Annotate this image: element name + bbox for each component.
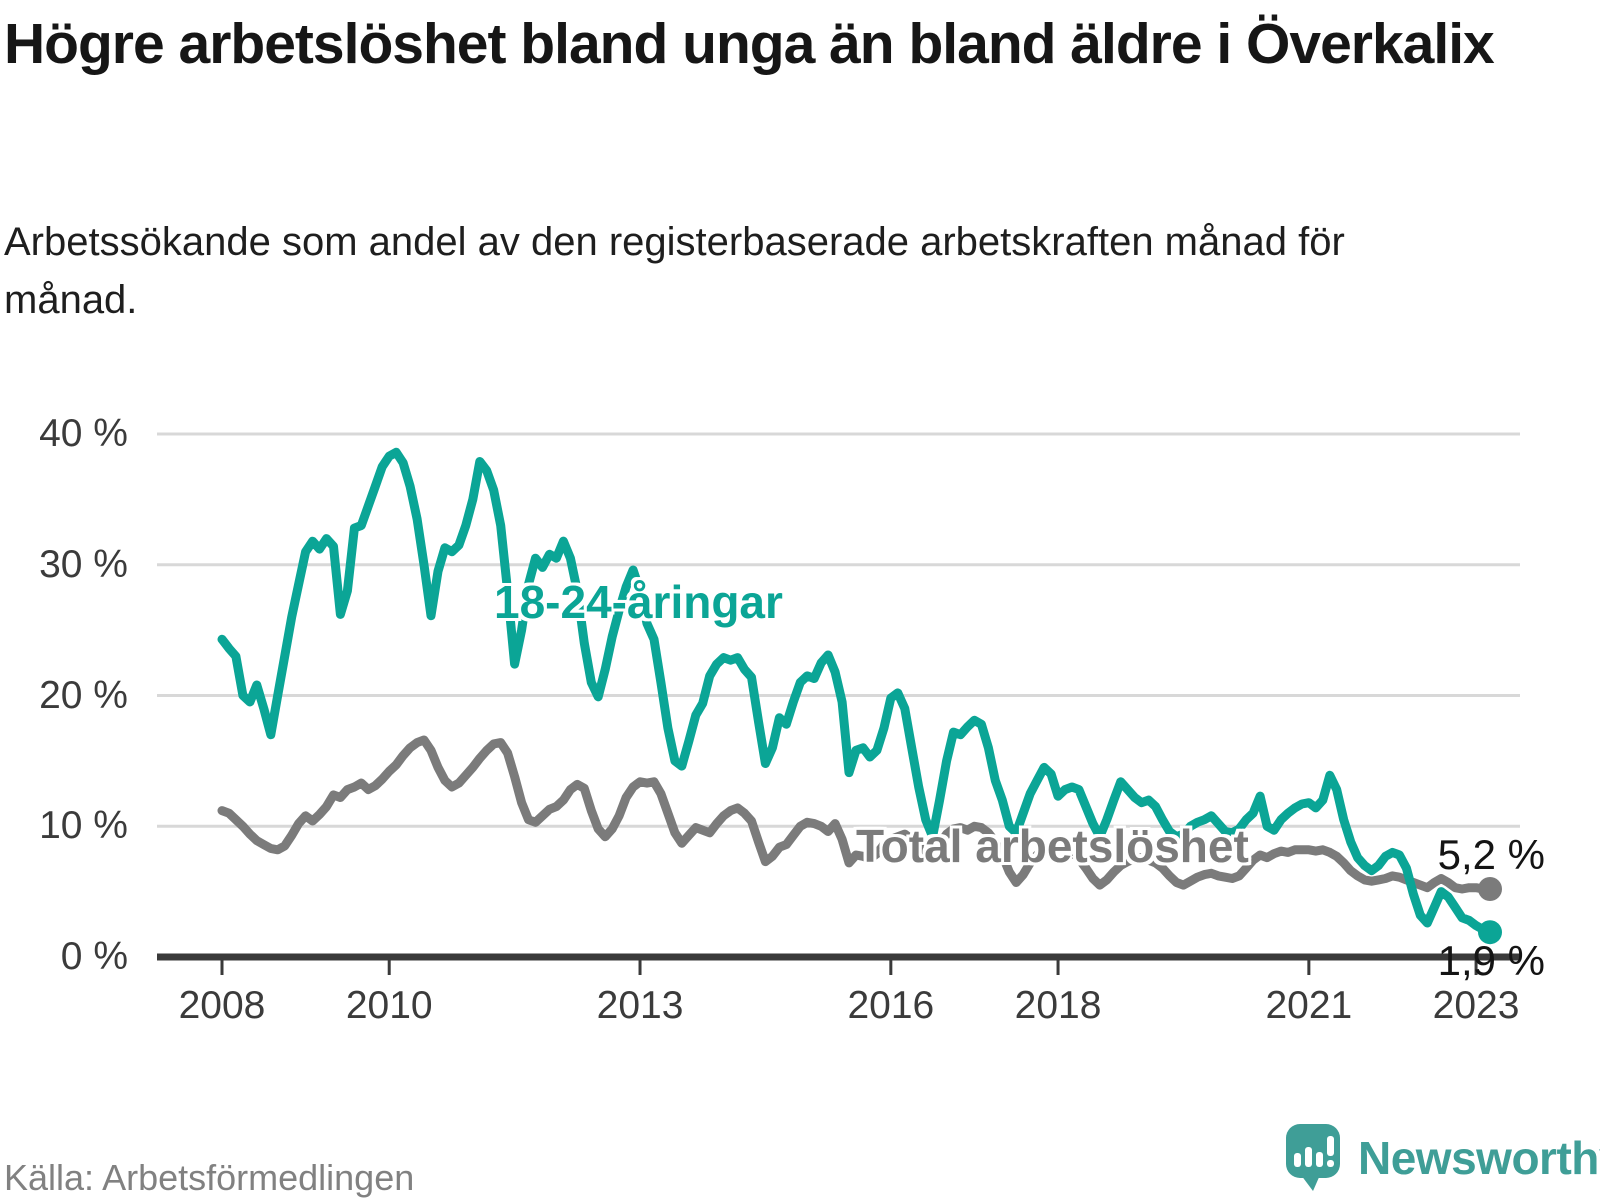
x-axis-label: 2023 bbox=[1432, 984, 1520, 1027]
brand-logo: Newsworthy bbox=[1286, 1124, 1600, 1192]
y-axis-label: 20 % bbox=[39, 673, 128, 717]
x-axis-label: 2008 bbox=[178, 984, 266, 1027]
series-label-total: Total arbetslöshet bbox=[856, 820, 1249, 872]
x-axis-label: 2021 bbox=[1265, 984, 1353, 1027]
y-axis-label: 0 % bbox=[60, 935, 128, 978]
x-axis-label: 2013 bbox=[596, 984, 684, 1027]
x-axis-label: 2010 bbox=[345, 984, 433, 1027]
brand-name: Newsworthy bbox=[1358, 1132, 1600, 1184]
end-value-label-total: 5,2 % bbox=[1437, 831, 1545, 878]
y-axis-label: 10 % bbox=[39, 804, 128, 848]
source-caption: Källa: Arbetsförmedlingen bbox=[4, 1157, 415, 1198]
series-end-dot-total bbox=[1478, 877, 1502, 901]
newsworthy-logo-icon bbox=[1286, 1124, 1340, 1191]
y-axis-label: 40 % bbox=[39, 412, 128, 455]
page-title: Högre arbetslöshet bland unga än bland ä… bbox=[4, 12, 1495, 76]
series-end-dot-young bbox=[1478, 920, 1502, 945]
series-line-young bbox=[217, 447, 1495, 937]
series-label-young: 18-24-åringar bbox=[494, 576, 783, 628]
x-axis-ticks bbox=[220, 957, 1478, 975]
gridlines bbox=[157, 432, 1520, 961]
page-subtitle: Arbetssökande som andel av den registerb… bbox=[4, 220, 1345, 322]
end-value-label-young: 1,9 % bbox=[1437, 937, 1545, 984]
x-axis-label: 2018 bbox=[1014, 984, 1102, 1027]
series-line-total bbox=[217, 735, 1495, 894]
x-axis-label: 2016 bbox=[847, 984, 935, 1027]
y-axis-label: 30 % bbox=[39, 542, 128, 586]
